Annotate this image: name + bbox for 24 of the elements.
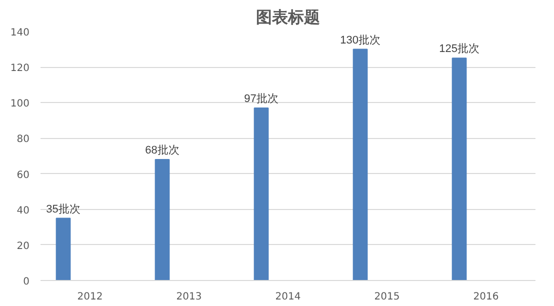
- data-label: 130批次: [340, 34, 380, 46]
- bar: [452, 58, 467, 280]
- bar: [154, 159, 170, 280]
- y-tick-label: 40: [16, 205, 30, 216]
- y-tick-label: 60: [16, 170, 30, 181]
- data-label: 35批次: [46, 203, 80, 216]
- y-tick-label: 120: [10, 63, 30, 74]
- bar: [56, 218, 71, 280]
- y-tick-label: 0: [23, 276, 30, 288]
- y-tick-label: 140: [10, 28, 30, 38]
- x-tick-label: 2012: [77, 292, 103, 302]
- y-tick-label: 80: [16, 134, 30, 146]
- bar: [254, 107, 269, 280]
- x-tick-label: 2016: [473, 292, 499, 302]
- x-tick-label: 2014: [275, 292, 301, 302]
- data-label: 125批次: [439, 43, 480, 56]
- bar: [352, 48, 368, 280]
- y-tick-label: 100: [10, 98, 30, 110]
- x-tick-label: 2015: [374, 292, 400, 302]
- x-tick-label: 2013: [176, 292, 202, 302]
- data-label: 68批次: [145, 144, 180, 157]
- data-label: 97批次: [244, 92, 278, 105]
- y-tick-label: 20: [16, 240, 30, 252]
- chart-title: 图表标题: [256, 8, 320, 26]
